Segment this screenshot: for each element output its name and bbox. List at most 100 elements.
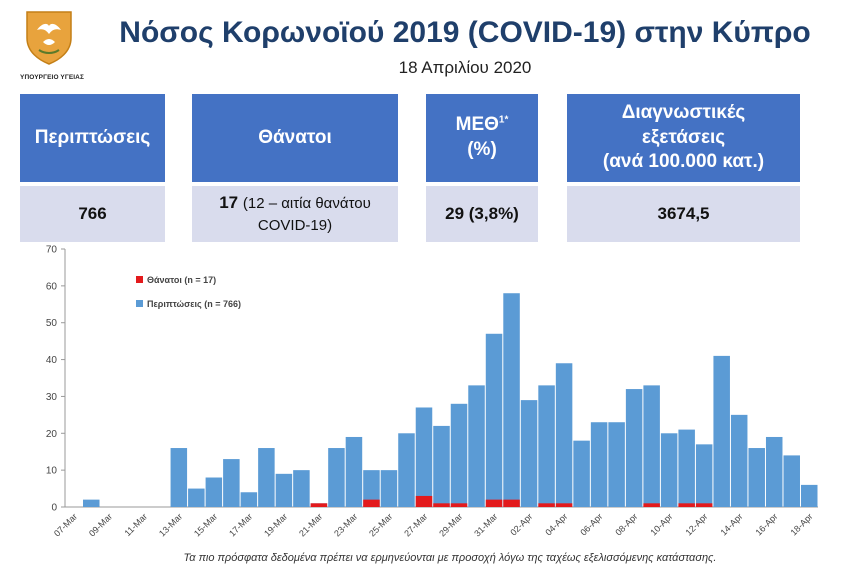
bar-cases-23-Mar (345, 436, 363, 507)
bar-cases-22-Mar (328, 448, 345, 507)
icu-value: 29 (3,8%) (445, 203, 519, 223)
bar-cases-18-Apr (800, 484, 818, 507)
x-tick-label: 19-Mar (262, 511, 289, 538)
bar-deaths-31-Mar (485, 499, 503, 507)
y-tick-label: 30 (46, 392, 58, 403)
x-tick-label: 25-Mar (367, 511, 394, 538)
bar-cases-31-Mar (485, 333, 503, 507)
bar-deaths-27-Mar (415, 495, 433, 507)
x-tick-label: 23-Mar (332, 511, 359, 538)
cases-card-value: 766 (20, 186, 165, 242)
bar-cases-09-Apr (643, 385, 660, 507)
bar-cases-14-Mar (188, 488, 205, 507)
cases-label: Περιπτώσεις (34, 126, 151, 148)
bar-cases-05-Apr (573, 440, 590, 507)
legend-label: Περιπτώσεις (n = 766) (147, 299, 241, 309)
bar-cases-13-Apr (713, 355, 730, 507)
bar-deaths-24-Mar (363, 499, 380, 507)
bar-cases-11-Apr (678, 429, 695, 507)
bar-cases-04-Apr (555, 363, 573, 507)
cases-card-header: Περιπτώσεις (20, 94, 165, 182)
x-tick-label: 31-Mar (472, 511, 499, 538)
bar-cases-28-Mar (433, 425, 450, 507)
bar-cases-02-Apr (520, 400, 538, 507)
bar-cases-14-Apr (730, 414, 748, 507)
y-tick-label: 40 (46, 355, 58, 366)
bar-cases-07-Apr (608, 422, 625, 507)
icu-label: ΜΕΘ (455, 114, 499, 136)
x-tick-label: 02-Apr (508, 511, 534, 537)
bar-deaths-28-Mar (433, 503, 450, 507)
bar-deaths-04-Apr (555, 503, 573, 507)
bar-deaths-21-Mar (310, 503, 328, 507)
deaths-value-bold: 17 (219, 192, 239, 212)
bar-cases-06-Apr (590, 422, 608, 507)
bar-cases-01-Apr (503, 293, 520, 507)
x-tick-label: 15-Mar (192, 511, 219, 538)
icu-label-sup: 1* (498, 114, 509, 126)
bar-cases-15-Mar (205, 477, 223, 507)
bar-cases-16-Apr (765, 436, 783, 507)
bar-cases-08-Mar (83, 499, 100, 507)
x-tick-label: 09-Mar (87, 511, 114, 538)
report-date: 18 Απριλίου 2020 (398, 58, 532, 77)
legend-swatch (136, 276, 143, 283)
y-tick-label: 60 (46, 281, 58, 292)
bar-cases-26-Mar (398, 433, 415, 507)
icu-card-value: 29 (3,8%) (426, 186, 538, 242)
y-tick-label: 70 (46, 245, 58, 256)
deaths-value-detail: (12 – αιτία θανάτου COVID-19) (242, 194, 371, 234)
tests-label-line1: Διαγνωστικές (621, 101, 746, 123)
bar-cases-19-Mar (275, 473, 293, 507)
x-tick-label: 11-Mar (122, 511, 149, 538)
page-title: Νόσος Κορωνοϊού 2019 (COVID-19) στην Κύπ… (119, 16, 811, 49)
bar-cases-24-Mar (363, 470, 380, 507)
y-tick-label: 50 (46, 318, 58, 329)
bar-deaths-29-Mar (450, 503, 468, 507)
x-tick-label: 14-Apr (718, 511, 744, 537)
bar-cases-08-Apr (625, 389, 643, 507)
bar-deaths-01-Apr (503, 499, 520, 507)
x-tick-label: 18-Apr (788, 511, 814, 537)
tests-value: 3674,5 (657, 203, 710, 223)
legend-label: Θάνατοι (n = 17) (147, 275, 216, 285)
deaths-label: Θάνατοι (258, 126, 332, 148)
bar-cases-16-Mar (223, 459, 240, 507)
bar-cases-17-Apr (783, 455, 800, 507)
x-tick-label: 04-Apr (543, 511, 569, 537)
x-tick-label: 07-Mar (52, 511, 79, 538)
bar-cases-10-Apr (660, 433, 678, 507)
bar-cases-27-Mar (415, 407, 433, 507)
x-tick-label: 16-Apr (753, 511, 779, 537)
x-tick-label: 13-Mar (157, 511, 184, 538)
daily-cases-chart: 0 10 20 30 40 50 60 70 07-Mar 09-Mar 11-Mar 13-Mar 1… (46, 245, 818, 539)
x-tick-label: 12-Apr (683, 511, 709, 537)
bar-cases-18-Mar (258, 448, 275, 507)
tests-label-line2: εξετάσεις (641, 126, 726, 148)
bar-deaths-12-Apr (695, 503, 713, 507)
y-tick-label: 20 (46, 429, 58, 440)
x-tick-label: 08-Apr (613, 511, 639, 537)
bar-cases-03-Apr (538, 385, 555, 507)
bar-deaths-03-Apr (538, 503, 555, 507)
bar-deaths-09-Apr (643, 503, 660, 507)
deaths-card-header: Θάνατοι (192, 94, 398, 182)
bar-cases-12-Apr (695, 444, 713, 507)
tests-card-value: 3674,5 (567, 186, 800, 242)
bar-cases-30-Mar (468, 385, 485, 507)
emblem-caption: ΥΠΟΥΡΓΕΙΟ ΥΓΕΙΑΣ (20, 74, 84, 81)
bar-cases-20-Mar (293, 470, 310, 507)
deaths-card-value: 17 (12 – αιτία θανάτου COVID-19) (192, 186, 398, 242)
bar-cases-13-Mar (170, 448, 188, 507)
legend-swatch (136, 300, 143, 307)
bar-cases-29-Mar (450, 403, 468, 507)
cases-value: 766 (78, 203, 107, 223)
bar-cases-17-Mar (240, 492, 258, 507)
y-tick-label: 10 (46, 466, 58, 477)
tests-card-header: Διαγνωστικές εξετάσεις (ανά 100.000 κατ.… (567, 94, 800, 182)
x-tick-label: 10-Apr (648, 511, 674, 537)
cyprus-emblem-icon (26, 11, 72, 65)
bar-cases-25-Mar (380, 470, 398, 507)
icu-label-unit: (%) (467, 139, 497, 160)
x-tick-label: 29-Mar (437, 511, 464, 538)
